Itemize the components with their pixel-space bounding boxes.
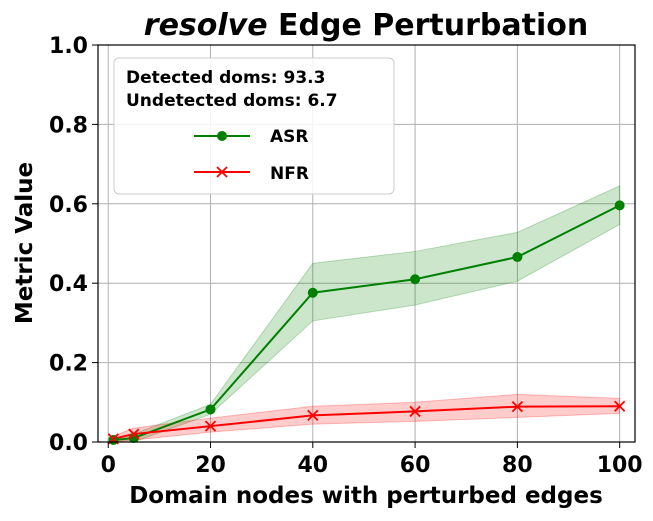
x-tick-label: 80: [502, 453, 533, 478]
legend-box: [113, 57, 395, 195]
y-tick-label: 0.6: [49, 193, 88, 218]
asr-point: [205, 404, 216, 415]
nfr-point: [204, 420, 217, 432]
nfr-band: [112, 393, 621, 443]
legend-nfr-marker: [216, 166, 228, 178]
chart-title-italic: resolve: [144, 8, 268, 43]
annotation-detected: Detected doms: 93.3: [126, 68, 325, 88]
y-axis-label: Metric Value: [12, 162, 38, 324]
y-tick-label: 0.4: [49, 272, 88, 297]
nfr-point: [307, 409, 319, 422]
y-tick-label: 1.0: [49, 34, 88, 59]
x-tick-labels: 0 20 40 60 80 100: [101, 442, 643, 478]
y-tick-label: 0.8: [49, 113, 88, 138]
asr-point: [307, 287, 318, 298]
asr-band: [112, 185, 621, 443]
series-markers: [107, 200, 626, 446]
legend-asr-marker: [217, 131, 227, 141]
nfr-point: [128, 428, 140, 440]
legend-nfr-label: NFR: [270, 164, 309, 184]
x-tick-label: 0: [101, 453, 116, 478]
legend: Detected doms: 93.3 Undetected doms: 6.7…: [113, 57, 395, 195]
y-tick-labels: 0.0 0.2 0.4 0.6 0.8 1.0: [49, 34, 98, 456]
asr-point: [410, 274, 421, 285]
plot-frame: [97, 44, 636, 443]
x-axis-label: Domain nodes with perturbed edges: [129, 483, 603, 509]
nfr-point: [511, 401, 524, 413]
y-tick-label: 0.2: [49, 352, 88, 377]
x-tick-label: 40: [297, 453, 328, 478]
annotation-undetected: Undetected doms: 6.7: [126, 91, 338, 111]
x-tick-label: 100: [597, 453, 643, 478]
asr-point: [614, 200, 625, 211]
chart-title-rest: Edge Perturbation: [278, 8, 588, 43]
asr-point: [512, 251, 523, 262]
confidence-bands: [112, 185, 621, 443]
y-tick-label: 0.0: [49, 431, 88, 456]
chart-title: resolve Edge Perturbation: [144, 8, 588, 43]
legend-asr-label: ASR: [270, 127, 309, 147]
x-tick-label: 20: [195, 453, 226, 478]
nfr-point: [614, 400, 626, 412]
x-tick-label: 60: [400, 453, 431, 478]
nfr-point: [409, 405, 421, 418]
